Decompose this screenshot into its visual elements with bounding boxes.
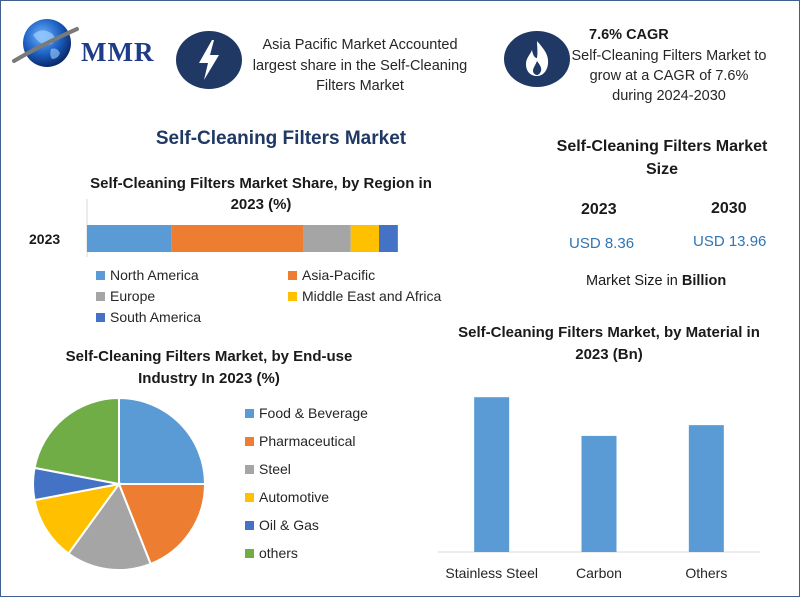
material-bar-carbon [581,435,617,552]
size-year-2023: 2023 [581,201,617,218]
enduse-legend-others-label: others [259,545,298,561]
region-legend-asia-pacific-swatch [288,270,297,280]
region-bar-middle-east-and-africa [350,225,380,252]
enduse-legend-automotive-label: Automotive [259,489,330,505]
material-bar-others [688,425,724,552]
cagr-title: 7.6% CAGR [589,27,669,43]
material-tick-stainless-steel: Stainless Steel [445,565,538,581]
region-legend-south-america-swatch [96,312,105,322]
region-legend-north-america-label: North America [110,267,199,283]
region-legend-middle-east-and-africa: Middle East and Africa [288,288,441,304]
pie-slice-automotive [33,482,122,555]
enduse-legend-food-and-beverage: Food & Beverage [245,405,368,421]
size-value-2023: USD 8.36 [569,235,635,252]
enduse-legend-steel-label: Steel [259,461,291,477]
region-legend-asia-pacific: Asia-Pacific [288,267,375,283]
region-bar-europe [303,225,351,252]
enduse-legend-pharmaceutical-label: Pharmaceutical [259,433,356,449]
enduse-legend-others: others [245,545,298,561]
enduse-legend-oil-and-gas: Oil & Gas [245,517,319,533]
size-panel-title: Self-Cleaning Filters Market Size [556,138,768,178]
enduse-legend-oil-and-gas-swatch [245,520,254,530]
lightning-badge [176,31,242,89]
enduse-legend-automotive-swatch [245,492,254,502]
pie-slice-others [33,396,120,486]
region-legend-europe-label: Europe [110,288,156,304]
enduse-legend-oil-and-gas-label: Oil & Gas [259,517,319,533]
enduse-legend-pharmaceutical: Pharmaceutical [245,433,356,449]
material-chart-title: Self-Cleaning Filters Market, by Materia… [458,324,760,363]
enduse-legend-steel: Steel [245,461,291,477]
enduse-legend-food-and-beverage-label: Food & Beverage [259,405,368,421]
pie-slice-steel [67,481,152,571]
size-unit-note: Market Size in Billion [586,273,726,289]
pie-slice-food-and-beverage [118,396,207,485]
material-tick-others: Others [685,565,727,581]
material-bar-chart: Stainless Steel Carbon Others [438,397,760,581]
enduse-pie-chart [32,396,207,571]
material-tick-carbon: Carbon [576,565,622,581]
region-legend-south-america-label: South America [110,309,202,325]
region-legend-north-america-swatch [96,270,105,280]
size-year-2030: 2030 [711,200,747,217]
region-bar-asia-pacific [171,225,304,252]
enduse-legend-food-and-beverage-swatch [245,408,254,418]
size-unit-prefix: Market Size in [586,273,682,289]
size-value-2030: USD 13.96 [693,233,767,250]
region-bar-south-america [379,225,398,252]
region-legend-south-america: South America [96,309,201,325]
asia-pacific-note: Asia Pacific Market Accounted largest sh… [252,37,468,94]
material-bar-stainless-steel [474,397,510,552]
region-legend-asia-pacific-label: Asia-Pacific [302,267,376,283]
enduse-legend-automotive: Automotive [245,489,329,505]
region-chart-title: Self-Cleaning Filters Market Share, by R… [90,175,432,213]
region-stacked-bar-chart [86,199,398,257]
logo-text: MMR [81,37,155,67]
region-legend-north-america: North America [96,267,199,283]
cagr-note: Self-Cleaning Filters Market to grow at … [571,48,767,104]
globe-icon [12,19,79,67]
size-unit-bold: Billion [681,273,727,289]
region-legend-europe: Europe [96,288,155,304]
lightning-icon [199,40,219,80]
region-legend-middle-east-and-africa-label: Middle East and Africa [302,288,442,304]
enduse-legend-steel-swatch [245,464,254,474]
region-legend-europe-swatch [96,291,105,301]
flame-badge [504,31,570,87]
enduse-legend-pharmaceutical-swatch [245,436,254,446]
page-title: Self-Cleaning Filters Market [155,128,407,149]
pie-slice-pharmaceutical [117,483,207,566]
flame-icon [526,41,549,76]
region-legend-middle-east-and-africa-swatch [288,291,297,301]
logo: MMR [11,15,161,75]
region-category-label: 2023 [29,231,61,247]
enduse-legend-others-swatch [245,548,254,558]
enduse-chart-title: Self-Cleaning Filters Market, by End-use… [65,348,353,387]
region-bar-north-america [87,225,172,252]
